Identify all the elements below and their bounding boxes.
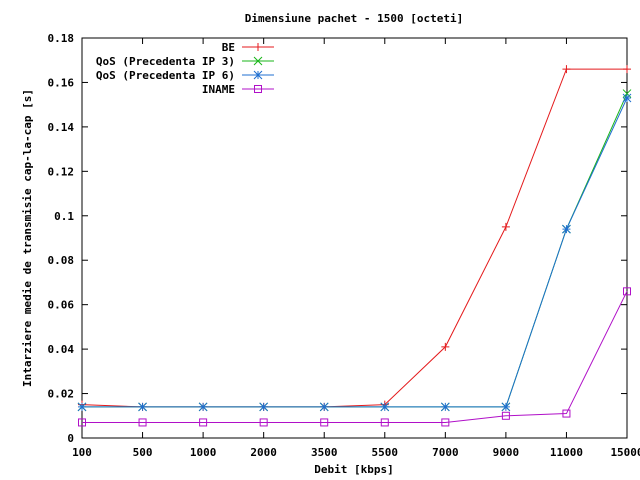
chart-title: Dimensiune pachet - 1500 [octeti] [245, 12, 464, 25]
plot-frame [81, 37, 628, 439]
data-point [380, 402, 390, 412]
y-tick-label: 0.18 [48, 32, 75, 45]
x-tick-label: 11000 [550, 446, 583, 459]
data-point [78, 418, 86, 427]
y-tick-label: 0.06 [48, 299, 75, 312]
data-point [441, 342, 450, 351]
legend-marker [253, 70, 263, 80]
series-0 [78, 65, 631, 411]
legend-label: INAME [202, 83, 235, 96]
data-point [319, 402, 329, 412]
data-point [622, 93, 632, 103]
data-point [562, 65, 571, 74]
data-point [380, 418, 389, 427]
y-axis: 0 0.02 0.04 0.06 0.08 0.1 0.12 0.14 0.16 0.18 [48, 32, 627, 445]
y-tick-label: 0.16 [48, 76, 75, 89]
x-tick-label: 500 [133, 446, 153, 459]
y-axis-label: Intarziere medie de transmisie cap-la-ca… [21, 89, 34, 387]
data-point [198, 402, 208, 412]
data-point [259, 402, 269, 412]
x-tick-label: 1000 [190, 446, 217, 459]
x-tick-label: 3500 [311, 446, 338, 459]
y-tick-label: 0.1 [54, 210, 74, 223]
x-tick-label: 2000 [250, 446, 277, 459]
legend-label: BE [222, 41, 235, 54]
x-axis: 100 500 1000 2000 3500 5500 7000 9000 11000 15000 [72, 38, 640, 459]
x-tick-label: 100 [72, 446, 92, 459]
data-point [562, 224, 571, 234]
series-3 [78, 287, 631, 427]
data-point [441, 418, 450, 427]
data-point [562, 409, 571, 418]
data-point [138, 418, 147, 427]
plot-series [77, 65, 632, 427]
legend-label: QoS (Precedenta IP 3) [96, 55, 235, 68]
y-tick-label: 0.04 [48, 343, 75, 356]
x-tick-label: 5500 [372, 446, 399, 459]
legend-marker [254, 85, 262, 93]
data-point [501, 411, 510, 420]
data-point [138, 402, 147, 412]
y-tick-label: 0.14 [48, 121, 75, 134]
y-tick-label: 0 [67, 432, 74, 445]
series-1 [77, 89, 632, 412]
data-point [199, 418, 208, 427]
y-tick-label: 0.08 [48, 254, 75, 267]
x-tick-label: 7000 [432, 446, 459, 459]
data-point [622, 89, 632, 98]
legend-marker [253, 56, 263, 66]
x-axis-label: Debit [kbps] [314, 463, 393, 476]
legend-marker [254, 43, 262, 51]
data-point [440, 402, 450, 412]
y-tick-label: 0.02 [48, 388, 75, 401]
legend-label: QoS (Precedenta IP 6) [96, 69, 235, 82]
data-point [501, 402, 511, 412]
y-tick-label: 0.12 [48, 165, 75, 178]
series-line [81, 68, 627, 408]
data-point [77, 402, 87, 412]
data-point [259, 418, 268, 427]
x-tick-label: 15000 [610, 446, 640, 459]
x-tick-label: 9000 [493, 446, 520, 459]
series-line [82, 97, 628, 408]
data-point [623, 65, 631, 74]
data-point [501, 222, 510, 231]
series-line [82, 291, 628, 423]
series-2 [77, 93, 632, 412]
data-point [320, 418, 329, 427]
data-point [623, 287, 631, 296]
series-line [82, 93, 628, 408]
